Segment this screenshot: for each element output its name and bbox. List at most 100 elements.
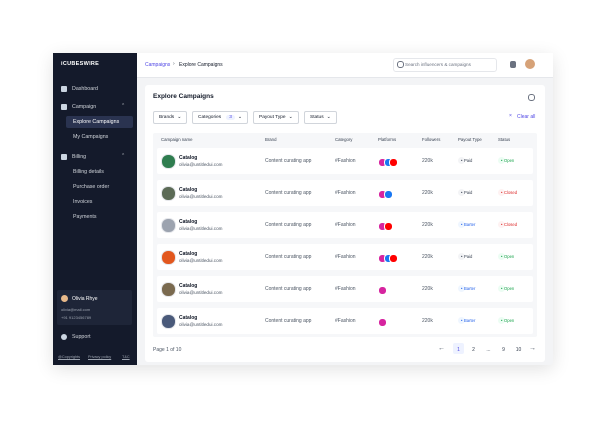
followers: 220k: [422, 286, 433, 292]
clear-x: ×: [509, 113, 512, 119]
search-placeholder: Search influencers & campaigns: [405, 62, 471, 67]
nav-sub-item[interactable]: Billing details: [73, 169, 104, 175]
footer-link[interactable]: Privacy policy: [88, 355, 112, 359]
payout-type: Paid: [464, 190, 473, 195]
refresh-icon: [528, 94, 535, 101]
filter-badge: 3: [226, 115, 235, 120]
platform-icon: [383, 222, 393, 231]
filter-label: Payout Type: [259, 115, 286, 120]
campaign-name: Catalog: [179, 251, 198, 257]
campaign-name: Catalog: [179, 187, 198, 193]
payout-type: Barter: [464, 286, 476, 291]
content-title: Explore Campaigns: [153, 93, 214, 100]
payout-type: Barter: [464, 222, 476, 227]
campaign-email: olivia@untitledui.com: [179, 226, 223, 231]
breadcrumb[interactable]: Campaigns: [145, 62, 171, 68]
row-avatar: [161, 282, 176, 297]
page-number[interactable]: 2: [472, 347, 475, 353]
payout-pill: •: [458, 157, 466, 164]
nav-sub-item[interactable]: Payments: [73, 214, 97, 220]
page-number[interactable]: 1: [457, 347, 460, 353]
platform-icon: [378, 318, 387, 327]
filter-label: Status: [310, 115, 324, 120]
next-arrow[interactable]: →: [529, 345, 536, 352]
page-number[interactable]: 10: [515, 347, 522, 353]
prev-arrow[interactable]: ←: [438, 345, 445, 352]
chevron: ⌃: [121, 103, 126, 109]
nav-icon: [61, 154, 67, 160]
campaign-name: Catalog: [179, 283, 198, 289]
nav-sub-item[interactable]: Explore Campaigns: [73, 119, 120, 125]
clear-all[interactable]: Clear all: [517, 114, 536, 120]
search-icon: [397, 61, 404, 68]
page-number[interactable]: ...: [486, 347, 491, 353]
filter-button[interactable]: Status ⌄: [304, 111, 337, 124]
brand: Content curating app: [265, 158, 312, 164]
column-header: Campaign name: [161, 137, 193, 142]
status: Closed: [504, 222, 518, 227]
column-header: Payout Type: [458, 137, 482, 142]
category: #Fashion: [335, 190, 356, 196]
nav-item[interactable]: Campaign: [72, 104, 97, 110]
table-row[interactable]: [157, 244, 533, 270]
chevron: ⌃: [121, 153, 126, 159]
table-row[interactable]: [157, 276, 533, 302]
payout-pill: •: [458, 189, 466, 196]
brand: iCUBESWIRE: [61, 61, 100, 67]
status-pill: •: [498, 221, 506, 228]
followers: 220k: [422, 158, 433, 164]
status-pill: •: [498, 285, 506, 292]
row-avatar: [161, 186, 176, 201]
brand: Content curating app: [265, 222, 312, 228]
page-number[interactable]: 9: [502, 347, 505, 353]
status: Open: [504, 286, 515, 291]
nav-item[interactable]: Billing: [72, 154, 87, 160]
status-pill: •: [498, 253, 506, 260]
active-page-bg: [453, 343, 464, 354]
search-box[interactable]: [393, 58, 497, 72]
payout-pill: •: [458, 317, 466, 324]
nav-item[interactable]: Dashboard: [72, 86, 98, 92]
status-pill: •: [498, 157, 506, 164]
active-bg: [66, 116, 133, 128]
category: #Fashion: [335, 318, 356, 324]
campaign-name: Catalog: [179, 155, 198, 161]
platform-icon: [389, 254, 398, 263]
filter-button[interactable]: Brands ⌄: [153, 111, 188, 124]
footer-link[interactable]: @Copyrights: [58, 355, 81, 359]
nav-sub-item[interactable]: My Campaigns: [73, 134, 109, 140]
nav-sub-item[interactable]: Purchase order: [73, 184, 110, 190]
page-summary: Page 1 of 10: [153, 347, 182, 353]
followers: 220k: [422, 318, 433, 324]
platform-icon: [389, 158, 398, 167]
support-icon: [61, 334, 67, 340]
filter-button[interactable]: Payout Type ⌄: [253, 111, 299, 124]
column-header: Platforms: [378, 137, 397, 142]
brand: Content curating app: [265, 254, 312, 260]
nav-icon: [61, 104, 67, 110]
category: #Fashion: [335, 158, 356, 164]
table-row[interactable]: [157, 180, 533, 206]
payout-type: Paid: [464, 158, 473, 163]
payout-pill: •: [458, 253, 466, 260]
table-row[interactable]: [157, 212, 533, 238]
campaign-name: Catalog: [179, 315, 198, 321]
campaign-email: olivia@untitledui.com: [179, 258, 223, 263]
filter-button[interactable]: Categories 3 ⌄: [192, 111, 248, 124]
payout-pill: •: [458, 221, 466, 228]
table-row[interactable]: [157, 308, 533, 334]
nav-sub-item[interactable]: Invoices: [73, 199, 93, 205]
support[interactable]: Support: [72, 334, 91, 340]
campaign-email: olivia@untitledui.com: [179, 162, 223, 167]
user-name: Olivia Rhye: [72, 296, 98, 302]
brand: Content curating app: [265, 286, 312, 292]
status: Open: [504, 318, 515, 323]
table-row[interactable]: [157, 148, 533, 174]
user-card: [57, 290, 132, 325]
user-avatar: [61, 295, 68, 302]
platform-icon: [383, 190, 393, 199]
footer-link[interactable]: T&C: [122, 355, 130, 359]
brand: Content curating app: [265, 318, 312, 324]
category: #Fashion: [335, 286, 356, 292]
campaign-name: Catalog: [179, 219, 198, 225]
